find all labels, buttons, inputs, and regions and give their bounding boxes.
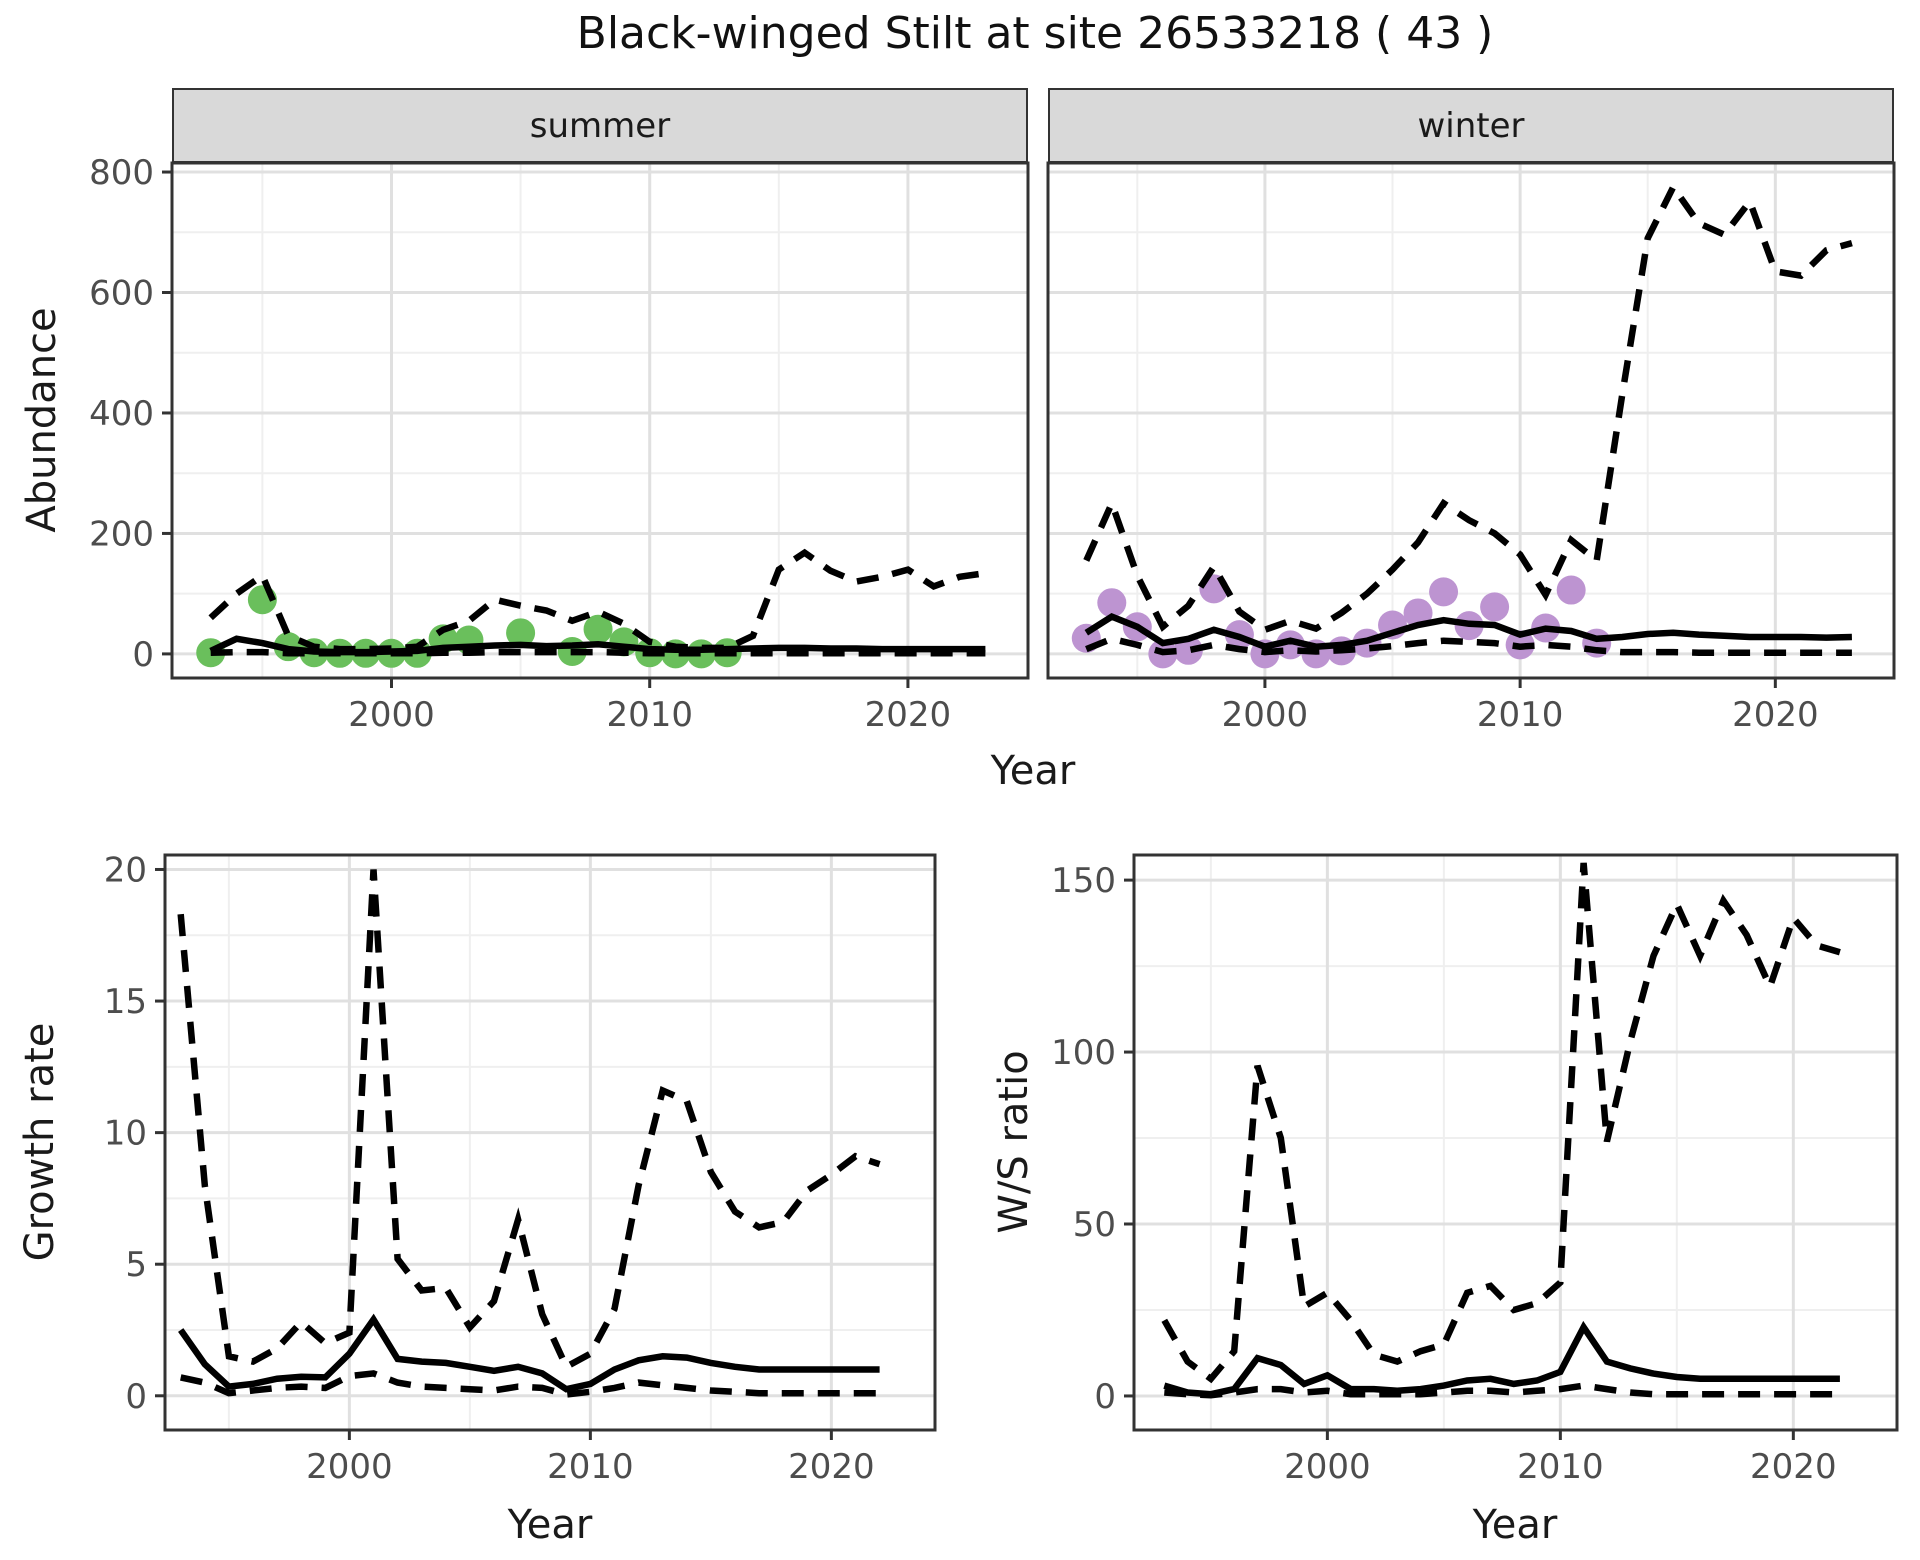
ws-ratio-grid-minor <box>1134 855 1897 1430</box>
x-axis-title-year-top: Year <box>990 748 1076 794</box>
abundance-summer-y-tick-label: 400 <box>89 394 154 434</box>
growth-rate-y-tick-label: 10 <box>104 1114 147 1154</box>
growth-rate-x-tick-label: 2020 <box>788 1447 875 1487</box>
ws-ratio-x-tick-label: 2010 <box>1517 1447 1604 1487</box>
growth-rate-upper-ci-line <box>177 869 881 1372</box>
ws-ratio-x-axis: 2000 2010 2020 <box>1284 1430 1837 1487</box>
growth-rate-grid-major <box>165 855 935 1430</box>
abundance-summer-x-tick-label: 2000 <box>348 695 435 735</box>
facet-strip-winter-label: winter <box>1417 105 1525 146</box>
abundance-summer-grid-major <box>172 163 1028 678</box>
abundance-winter-plot-area <box>1071 180 1853 669</box>
abundance-winter-upper-ci-line <box>1083 180 1853 634</box>
abundance-summer-x-tick-label: 2020 <box>865 695 952 735</box>
abundance-winter-panel: 2000 2010 2020 <box>1046 161 1896 735</box>
abundance-winter-point <box>1429 577 1459 607</box>
growth-rate-border <box>163 853 937 1432</box>
abundance-winter-lower-ci-line <box>1085 635 1852 656</box>
ws-ratio-median-line <box>1163 1320 1840 1398</box>
ws-ratio-x-tick-label: 2000 <box>1284 1447 1371 1487</box>
growth-rate-grid-minor <box>165 855 935 1430</box>
ws-ratio-y-tick-label: 0 <box>1094 1377 1116 1417</box>
abundance-summer-border <box>170 161 1030 680</box>
abundance-winter-point <box>1097 588 1127 618</box>
ws-ratio-y-tick-label: 100 <box>1051 1033 1116 1073</box>
growth-rate-y-axis: 0 5 10 15 20 <box>104 850 165 1417</box>
abundance-winter-point <box>1403 598 1433 628</box>
x-axis-title-year-growth: Year <box>507 1502 593 1548</box>
growth-rate-x-tick-label: 2010 <box>547 1447 634 1487</box>
ws-ratio-border <box>1132 853 1899 1432</box>
growth-rate-lower-ci-line <box>180 1370 880 1398</box>
abundance-winter-observed-counts <box>1071 574 1612 669</box>
growth-rate-x-tick-label: 2000 <box>306 1447 393 1487</box>
abundance-winter-x-tick-label: 2010 <box>1477 695 1564 735</box>
ws-ratio-panel: 2000 2010 2020 0 50 100 150 <box>1051 853 1899 1487</box>
abundance-winter-border <box>1046 161 1896 680</box>
growth-rate-panel: 2000 2010 2020 0 5 10 15 20 <box>104 850 937 1487</box>
abundance-summer-x-axis: 2000 2010 2020 <box>348 678 951 735</box>
abundance-winter-x-tick-label: 2020 <box>1732 695 1819 735</box>
abundance-winter-grid-minor <box>1048 163 1894 678</box>
abundance-summer-y-tick-label: 600 <box>89 274 154 314</box>
growth-rate-plot-area <box>177 869 881 1398</box>
abundance-summer-grid-minor <box>172 163 1028 678</box>
figure-title: Black-winged Stilt at site 26533218 ( 43… <box>576 8 1494 59</box>
ws-ratio-grid-major <box>1134 855 1897 1430</box>
growth-rate-x-axis: 2000 2010 2020 <box>306 1430 875 1487</box>
growth-rate-median-line <box>178 1313 880 1393</box>
abundance-summer-x-tick-label: 2010 <box>606 695 693 735</box>
ws-ratio-y-tick-label: 50 <box>1073 1205 1116 1245</box>
growth-rate-y-tick-label: 15 <box>104 982 147 1022</box>
facet-strip-summer: summer <box>172 88 1028 163</box>
facet-strip-summer-label: summer <box>529 105 671 146</box>
abundance-winter-grid-major <box>1048 163 1894 678</box>
abundance-winter-point <box>1556 575 1586 605</box>
abundance-winter-point <box>1480 592 1510 622</box>
facet-strip-winter: winter <box>1048 88 1894 163</box>
abundance-summer-y-tick-label: 800 <box>89 153 154 193</box>
ws-ratio-x-tick-label: 2020 <box>1750 1447 1837 1487</box>
abundance-summer-plot-area <box>196 548 986 669</box>
growth-rate-y-tick-label: 20 <box>104 850 147 890</box>
ws-ratio-y-axis: 0 50 100 150 <box>1051 861 1134 1417</box>
abundance-winter-x-tick-label: 2000 <box>1222 695 1309 735</box>
abundance-summer-y-axis: 0 200 400 600 800 <box>89 153 172 675</box>
growth-rate-y-tick-label: 5 <box>125 1245 147 1285</box>
abundance-summer-median-line <box>209 635 986 656</box>
abundance-summer-point <box>506 618 536 648</box>
abundance-summer-panel: 2000 2010 2020 0 200 400 600 800 <box>89 153 1030 735</box>
ws-ratio-plot-area <box>1161 862 1841 1399</box>
ws-ratio-upper-ci-line <box>1161 862 1841 1384</box>
x-axis-title-year-ws: Year <box>1472 1502 1558 1548</box>
abundance-winter-x-axis: 2000 2010 2020 <box>1222 678 1819 735</box>
growth-rate-y-tick-label: 0 <box>125 1377 147 1417</box>
abundance-summer-y-tick-label: 0 <box>132 635 154 675</box>
abundance-summer-point <box>583 614 613 644</box>
ws-ratio-y-tick-label: 150 <box>1051 861 1116 901</box>
ws-ratio-lower-ci-line <box>1164 1382 1840 1399</box>
abundance-summer-y-tick-label: 200 <box>89 514 154 554</box>
abundance-winter-median-line <box>1084 612 1852 651</box>
